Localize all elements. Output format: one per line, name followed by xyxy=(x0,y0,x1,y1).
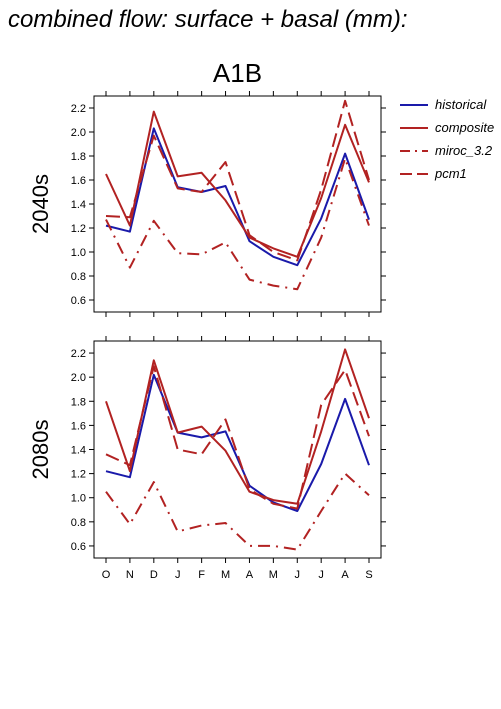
x-tick-label: D xyxy=(150,569,158,581)
x-tick-label: A xyxy=(246,569,254,581)
legend-label: historical xyxy=(435,97,487,112)
series-line-pcm1 xyxy=(105,365,370,510)
y-tick-label: 2.2 xyxy=(71,348,86,360)
y-tick-label: 1.6 xyxy=(71,420,86,432)
page-title: combined flow: surface + basal (mm): xyxy=(8,6,408,33)
legend-label: pcm1 xyxy=(434,166,467,181)
series-line-miroc-3-2 xyxy=(105,157,370,291)
y-axis-label: 2080s xyxy=(28,420,53,480)
legend-label: miroc_3.2 xyxy=(435,143,493,158)
y-tick-label: 1.0 xyxy=(71,247,86,259)
x-tick-label: S xyxy=(365,569,372,581)
series-line-pcm1 xyxy=(105,99,370,262)
y-tick-label: 2.2 xyxy=(71,103,86,115)
y-tick-label: 1.2 xyxy=(71,469,86,481)
x-tick-label: M xyxy=(221,569,230,581)
y-tick-label: 1.4 xyxy=(71,445,86,457)
legend-label: composite xyxy=(435,120,494,135)
y-tick-label: 0.6 xyxy=(71,295,86,307)
series-line-composite xyxy=(105,348,370,505)
x-tick-label: N xyxy=(126,569,134,581)
y-tick-label: 1.8 xyxy=(71,151,86,163)
series-line-composite xyxy=(105,110,370,258)
panel-title: A1B xyxy=(213,58,262,88)
y-tick-label: 1.4 xyxy=(71,199,86,211)
x-tick-label: A xyxy=(341,569,349,581)
y-tick-label: 2.0 xyxy=(71,127,86,139)
y-tick-label: 1.8 xyxy=(71,396,86,408)
y-tick-label: 1.0 xyxy=(71,493,86,505)
x-tick-label: J xyxy=(175,569,181,581)
y-tick-label: 0.8 xyxy=(71,517,86,529)
y-tick-label: 2.0 xyxy=(71,372,86,384)
x-tick-label: M xyxy=(269,569,278,581)
y-tick-label: 0.8 xyxy=(71,271,86,283)
x-tick-label: F xyxy=(198,569,205,581)
y-tick-label: 1.6 xyxy=(71,175,86,187)
x-tick-label: O xyxy=(102,569,111,581)
series-line-historical xyxy=(105,373,370,512)
y-axis-label: 2040s xyxy=(28,174,53,234)
x-tick-label: J xyxy=(295,569,301,581)
series-line-miroc-3-2 xyxy=(105,472,370,551)
y-tick-label: 1.2 xyxy=(71,223,86,235)
y-tick-label: 0.6 xyxy=(71,541,86,553)
series-line-historical xyxy=(105,127,370,267)
x-tick-label: J xyxy=(318,569,324,581)
